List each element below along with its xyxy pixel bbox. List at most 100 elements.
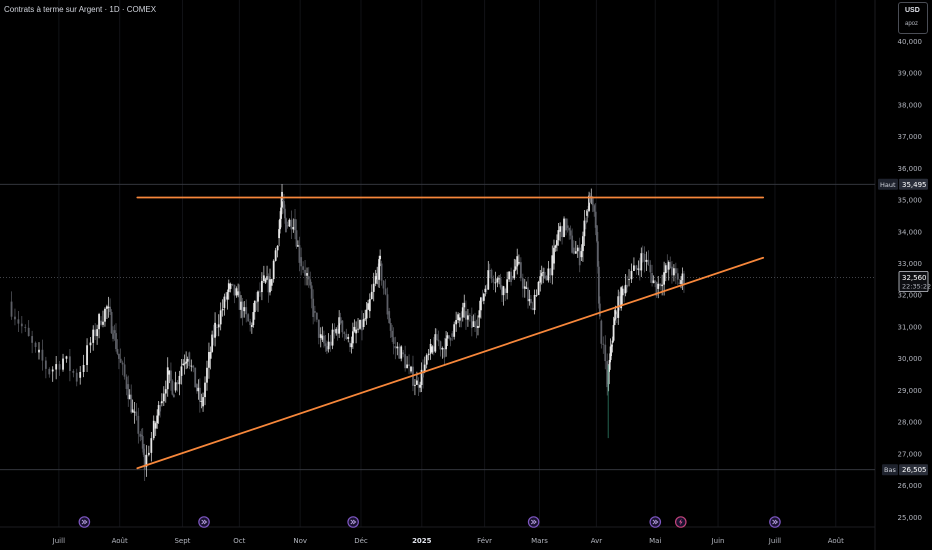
candle-body — [245, 307, 248, 315]
candle-body — [89, 342, 92, 346]
candle-body — [329, 341, 332, 346]
candle-body — [621, 288, 624, 296]
forward-event-icon[interactable] — [347, 516, 359, 528]
candle-body — [643, 253, 646, 262]
candle-body — [528, 299, 531, 302]
candle-body — [683, 273, 685, 284]
candle-body — [135, 411, 138, 416]
candle-body — [666, 265, 669, 270]
support-trendline — [136, 256, 765, 470]
candle-body — [472, 321, 475, 327]
forward-event-icon[interactable] — [78, 516, 91, 528]
candle-body — [20, 323, 23, 327]
candle-body — [510, 271, 512, 283]
candle-body — [501, 287, 503, 296]
price-axis[interactable]: 25,000 26,000 27,000 28,000 29,000 30,000 31,0… — [898, 38, 923, 522]
candle-body — [130, 394, 133, 413]
trendlines[interactable] — [136, 196, 765, 470]
candle-body — [556, 240, 558, 246]
candle-body — [204, 382, 206, 398]
candle-body — [392, 337, 395, 344]
symbol-title[interactable]: Contrats à terme sur Argent · 1D · COMEX — [4, 5, 157, 14]
candle-body — [257, 291, 259, 302]
candle-body — [586, 210, 588, 216]
candle-body — [44, 360, 47, 369]
time-axis[interactable]: Juill Août Sept Oct Nov Déc 2025 Févr Mars Avr Mai… — [52, 537, 844, 545]
y-tick-label: 39,000 — [898, 70, 923, 78]
candle-body — [315, 312, 318, 320]
x-tick-label: Oct — [233, 537, 245, 545]
candle-body — [235, 288, 238, 296]
lightning-event-icon[interactable] — [674, 516, 687, 528]
candle-body — [566, 225, 569, 228]
candle-body — [559, 226, 562, 232]
candle-body — [591, 196, 594, 206]
candle-body — [229, 283, 232, 289]
candle-body — [455, 320, 458, 325]
candle-body — [317, 319, 320, 338]
candle-body — [498, 278, 500, 280]
candle-body — [676, 273, 679, 280]
candle-body — [194, 367, 197, 388]
candle-body — [400, 346, 403, 359]
event-markers[interactable] — [78, 516, 781, 528]
candle-body — [280, 207, 282, 219]
candle-body — [374, 276, 377, 284]
candle-body — [384, 288, 387, 295]
candle-body — [41, 349, 44, 361]
forward-event-icon[interactable] — [649, 516, 662, 528]
candle-body — [310, 285, 313, 299]
candle-body — [582, 236, 584, 252]
candle-body — [641, 253, 644, 254]
candle-body — [655, 282, 658, 296]
candle-body — [223, 296, 226, 308]
candle-body — [131, 409, 134, 413]
candle-body — [240, 301, 242, 310]
candle-body — [502, 286, 505, 296]
candle-body — [231, 283, 234, 285]
candle-body — [147, 452, 150, 455]
candle-body — [209, 351, 212, 359]
candle-body — [145, 454, 148, 467]
forward-event-icon[interactable] — [527, 516, 540, 528]
candle-body — [475, 325, 478, 328]
candle-body — [554, 245, 557, 248]
candle-body — [398, 346, 401, 359]
candle-body — [611, 340, 614, 343]
candle-body — [417, 384, 420, 388]
candle-body — [618, 296, 621, 309]
candle-body — [490, 269, 493, 279]
candle-body — [143, 454, 146, 470]
candle-body — [188, 352, 191, 367]
y-tick-label: 25,000 — [898, 514, 923, 522]
candle-body — [212, 334, 215, 338]
candle-body — [543, 271, 546, 279]
forward-event-icon[interactable] — [769, 516, 781, 528]
candle-body — [150, 438, 153, 453]
candle-body — [197, 387, 200, 392]
candle-body — [171, 380, 174, 395]
candle-body — [65, 356, 68, 359]
candle-body — [324, 343, 327, 347]
candle-body — [626, 284, 628, 288]
candle-body — [416, 380, 418, 385]
candle-body — [262, 275, 265, 281]
y-tick-label: 37,000 — [898, 133, 923, 141]
candle-body — [92, 329, 95, 343]
currency-button[interactable]: USD apoz — [898, 2, 928, 34]
candle-body — [172, 394, 175, 398]
candle-body — [423, 364, 426, 372]
candle-body — [434, 334, 437, 352]
candle-body — [323, 335, 325, 344]
candle-body — [571, 235, 574, 253]
candle-body — [484, 288, 487, 293]
forward-event-icon[interactable] — [198, 516, 210, 528]
candle-body — [198, 387, 201, 402]
candle-body — [133, 411, 136, 413]
candle-body — [127, 384, 130, 400]
x-tick-label: Juin — [711, 537, 725, 545]
y-tick-label: 40,000 — [898, 38, 923, 46]
candle-body — [309, 279, 312, 286]
candle-body — [336, 328, 339, 334]
